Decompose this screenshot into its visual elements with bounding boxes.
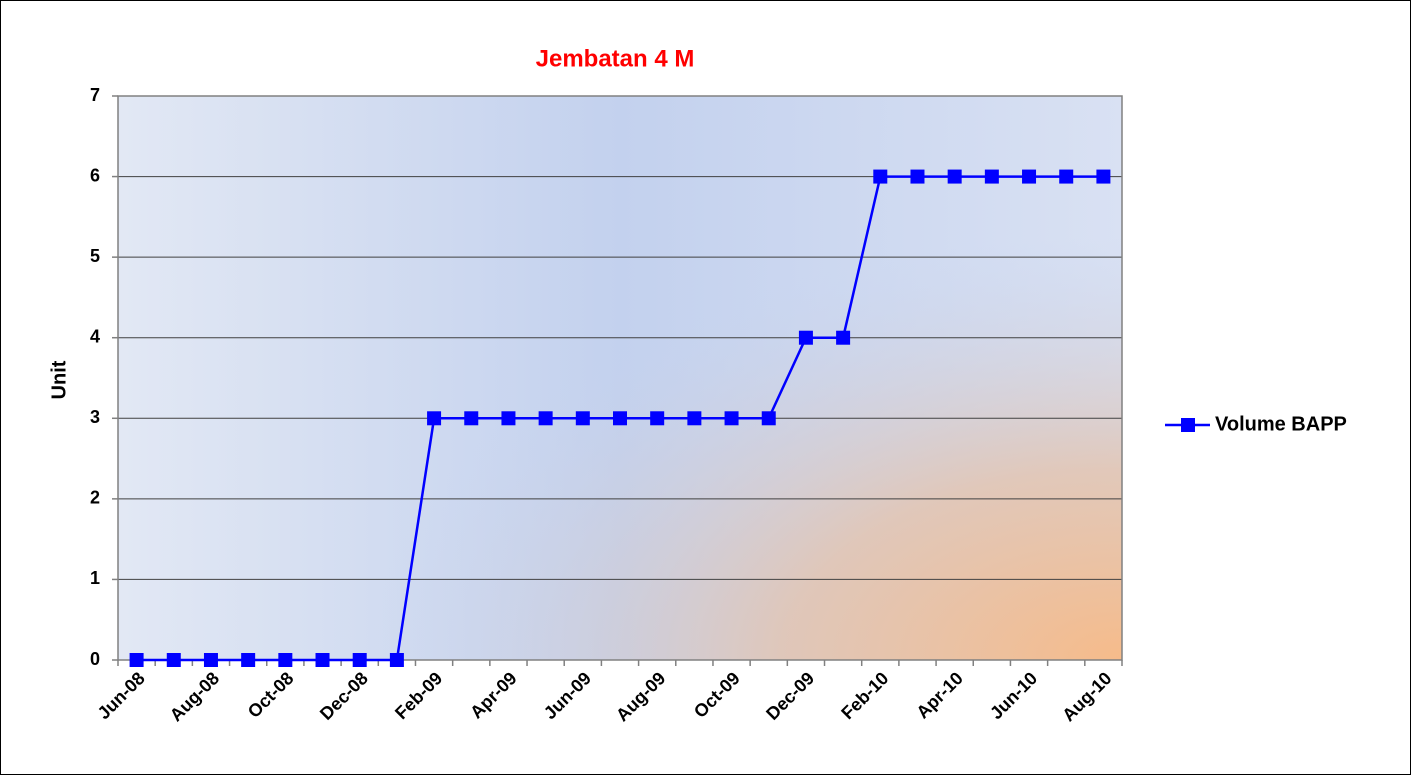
marker bbox=[427, 411, 442, 426]
y-tick-label: 4 bbox=[90, 326, 100, 346]
marker bbox=[315, 653, 330, 667]
marker bbox=[575, 411, 590, 426]
marker bbox=[389, 653, 404, 667]
marker bbox=[241, 653, 256, 667]
y-tick-label: 1 bbox=[90, 568, 100, 588]
y-tick-label: 6 bbox=[90, 165, 100, 185]
marker bbox=[724, 411, 739, 426]
y-axis-label: Unit bbox=[48, 360, 70, 399]
y-tick-label: 3 bbox=[90, 407, 100, 427]
marker bbox=[501, 411, 516, 426]
marker bbox=[947, 169, 962, 184]
marker bbox=[203, 653, 218, 667]
marker bbox=[352, 653, 367, 667]
y-tick-label: 7 bbox=[90, 85, 100, 105]
marker bbox=[650, 411, 665, 426]
y-tick-label: 5 bbox=[90, 246, 100, 266]
marker bbox=[761, 411, 776, 426]
marker bbox=[984, 169, 999, 184]
y-tick-label: 0 bbox=[90, 649, 100, 669]
marker bbox=[166, 653, 181, 667]
marker bbox=[464, 411, 479, 426]
marker bbox=[278, 653, 293, 667]
y-tick-label: 2 bbox=[90, 488, 100, 508]
marker bbox=[613, 411, 627, 426]
marker bbox=[129, 653, 144, 667]
marker bbox=[910, 169, 925, 184]
chart-title: Jembatan 4 M bbox=[536, 45, 695, 72]
marker bbox=[873, 169, 888, 184]
marker bbox=[538, 411, 553, 426]
marker bbox=[1022, 169, 1037, 184]
plot-area bbox=[118, 96, 1122, 660]
marker bbox=[798, 330, 813, 345]
marker bbox=[836, 330, 851, 345]
marker bbox=[1096, 169, 1111, 184]
legend-label: Volume BAPP bbox=[1215, 413, 1347, 435]
marker bbox=[687, 411, 702, 426]
plot-border bbox=[117, 95, 1123, 661]
legend-marker bbox=[1181, 418, 1195, 432]
marker bbox=[1059, 169, 1074, 184]
